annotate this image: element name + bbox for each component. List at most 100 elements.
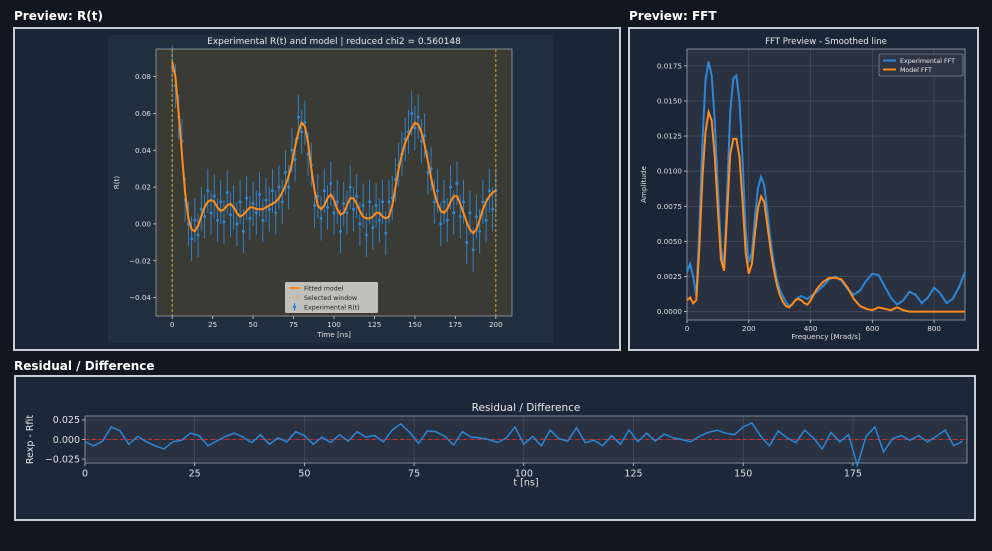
plot-frame [155, 48, 513, 317]
data-point [381, 200, 385, 204]
data-point [245, 196, 249, 200]
x-tick-label: 400 [804, 324, 818, 333]
fft-section-title: Preview: FFT [629, 9, 717, 23]
rt-section-title: Preview: R(t) [14, 9, 103, 23]
data-point [345, 211, 349, 215]
y-tick-label: −0.02 [129, 256, 151, 265]
data-point [410, 111, 414, 115]
residual-line [84, 422, 963, 469]
x-tick-label: 25 [189, 469, 201, 480]
data-point [416, 115, 420, 119]
rt-chart: 0 25 50 75 100 125 150 175 200 −0.04 −0.02 0.00 0.02… [108, 35, 553, 343]
x-tick-label: 200 [742, 324, 756, 333]
model-fft-line [686, 108, 965, 313]
data-point [225, 191, 229, 195]
data-point [426, 170, 430, 174]
data-point [267, 207, 271, 211]
x-tick-label: 175 [844, 469, 862, 480]
data-point [241, 229, 245, 233]
x-tick-label: 50 [249, 320, 259, 329]
data-point [199, 207, 203, 211]
data-point [442, 200, 446, 204]
residual-section-title: Residual / Difference [14, 359, 155, 373]
data-point [215, 218, 219, 222]
data-point [209, 211, 213, 215]
x-tick-label: 0 [170, 320, 175, 329]
data-point [384, 231, 388, 235]
data-point [449, 185, 453, 189]
x-axis-label: Time [ns] [316, 330, 351, 339]
data-point [277, 185, 281, 189]
data-point [332, 211, 336, 215]
data-point [287, 185, 291, 189]
fft-chart: 0 200 400 600 800 0.0000 0.0025 0.0050 0.0075 0.0… [639, 37, 966, 341]
legend-exp-label: Experimental FFT [900, 58, 955, 65]
data-point [436, 189, 440, 193]
plot-area [156, 49, 512, 316]
data-point [335, 200, 339, 204]
data-point [478, 229, 482, 233]
data-point [326, 205, 330, 209]
data-point [290, 148, 294, 152]
data-point [338, 229, 342, 233]
chart-title: Experimental R(t) and model | reduced ch… [207, 37, 461, 47]
data-point [423, 134, 427, 138]
x-tick-label: 0 [82, 469, 88, 480]
data-point [371, 226, 375, 230]
y-tick-label: 0.06 [135, 109, 151, 118]
legend-window-label: Selected window [304, 295, 357, 302]
data-point [196, 233, 200, 237]
x-tick-label: 25 [208, 320, 217, 329]
data-point [351, 207, 355, 211]
data-point [481, 200, 485, 204]
x-axis-label: Frequency [Mrad/s] [791, 332, 861, 341]
data-point [303, 121, 307, 125]
x-tick-label: 75 [289, 320, 298, 329]
y-tick-label: 0.000 [53, 435, 80, 446]
x-tick-label: 200 [489, 320, 503, 329]
data-point [212, 194, 216, 198]
y-tick-label: 0.02 [135, 183, 151, 192]
data-point [293, 157, 297, 161]
y-tick-label: 0.0125 [657, 132, 682, 141]
plot-area [687, 49, 965, 320]
chart-title: Residual / Difference [472, 402, 581, 414]
data-point [228, 213, 232, 217]
data-point [455, 181, 459, 185]
data-point [206, 189, 210, 193]
data-point [474, 215, 478, 219]
data-point [348, 185, 352, 189]
data-point [322, 189, 326, 193]
data-point [471, 248, 475, 252]
data-point [283, 170, 287, 174]
x-tick-label: 125 [624, 469, 642, 480]
data-point [413, 126, 417, 130]
y-tick-label: 0.0075 [657, 202, 682, 211]
chart-title: FFT Preview - Smoothed line [765, 37, 887, 47]
data-point [235, 222, 239, 226]
data-point [374, 204, 378, 208]
data-point [190, 237, 194, 241]
y-tick-label: 0.025 [53, 415, 80, 426]
fft-preview-panel: 0 200 400 600 800 0.0000 0.0025 0.0050 0.0075 0.0… [628, 27, 979, 351]
data-point [238, 200, 242, 204]
residual-chart: 0 25 50 75 100 125 150 175 −0.025 0.000 0.025 Resid… [25, 402, 968, 489]
data-point [387, 200, 391, 204]
x-tick-label: 125 [368, 320, 382, 329]
data-point [203, 215, 207, 219]
x-tick-label: 50 [298, 469, 310, 480]
data-point [432, 200, 436, 204]
data-point [274, 211, 278, 215]
legend-model-label: Model FFT [900, 67, 932, 74]
data-point [280, 200, 284, 204]
y-tick-label: −0.04 [129, 293, 151, 302]
data-point [313, 204, 317, 208]
data-point [248, 216, 252, 220]
y-tick-label: 0.0050 [657, 237, 683, 246]
data-point [296, 115, 300, 119]
y-axis-label: Rexp - Rfit [25, 415, 36, 465]
y-tick-label: 0.0100 [657, 167, 683, 176]
data-point [458, 215, 462, 219]
data-point [487, 189, 491, 193]
data-point [468, 211, 472, 215]
